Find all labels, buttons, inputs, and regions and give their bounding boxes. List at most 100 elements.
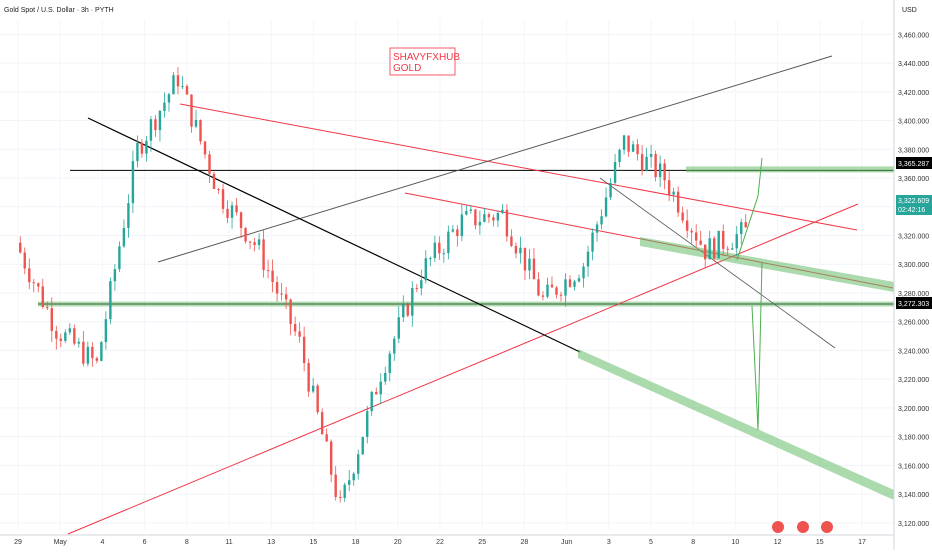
- candle-body: [713, 238, 716, 259]
- red-trendline-upper: [179, 103, 858, 231]
- y-tick-label: 3,400.000: [898, 119, 929, 126]
- candle-body: [275, 282, 279, 294]
- candle-body: [95, 358, 99, 361]
- candle-body: [343, 484, 346, 498]
- candle-body: [226, 208, 229, 218]
- candle-body: [280, 293, 283, 295]
- x-tick-label: 18: [352, 539, 360, 546]
- candle-body: [320, 412, 324, 435]
- candle-body: [384, 372, 387, 382]
- candle-body: [622, 135, 626, 150]
- price-label-current: [896, 195, 932, 215]
- candle-body: [248, 241, 252, 243]
- candle-body: [91, 346, 94, 359]
- candle-body: [586, 251, 590, 267]
- candle-body: [302, 336, 306, 364]
- y-tick-label: 3,420.000: [898, 90, 929, 97]
- candle-body: [329, 441, 333, 475]
- candle-body: [577, 278, 581, 282]
- candle-body: [172, 75, 175, 95]
- candle-body: [645, 156, 648, 171]
- candle-body: [591, 232, 594, 252]
- candle-body: [573, 281, 576, 287]
- price-label-current-sub: 02:42:16: [898, 207, 925, 214]
- demand-zone-upper: [640, 237, 894, 292]
- candle-body: [50, 308, 53, 331]
- candle-body: [631, 144, 635, 152]
- x-tick-label: 15: [816, 539, 824, 546]
- candle-body: [77, 341, 81, 344]
- candle-body: [731, 248, 734, 250]
- candle-body: [136, 142, 139, 162]
- candle-body: [109, 281, 112, 320]
- candle-body: [568, 279, 572, 287]
- channel-line-upper: [157, 55, 833, 263]
- event-flag-icon[interactable]: [772, 521, 784, 533]
- candle-body: [397, 317, 400, 339]
- candle-body: [532, 258, 536, 280]
- event-flag-icon[interactable]: [797, 521, 809, 533]
- candles: [19, 67, 747, 503]
- candle-body: [59, 338, 63, 341]
- x-tick-label: 10: [732, 539, 740, 546]
- candle-body: [424, 258, 428, 281]
- candle-body: [402, 304, 405, 318]
- candle-body: [595, 224, 599, 233]
- x-tick-label: 5: [649, 539, 653, 546]
- candle-body: [284, 294, 288, 300]
- candle-body: [73, 328, 76, 344]
- x-tick-label: 13: [267, 539, 275, 546]
- price-label-3272: [896, 297, 932, 309]
- price-label-current-text: 3,322.609: [898, 198, 929, 205]
- trendlines: [67, 55, 894, 535]
- candle-body: [559, 294, 563, 296]
- annotation-line-2: GOLD: [393, 63, 421, 74]
- candle-body: [86, 346, 90, 364]
- candle-body: [131, 161, 135, 204]
- projection-path-up: [736, 157, 763, 261]
- candle-body: [41, 286, 44, 307]
- event-flag-icon[interactable]: [821, 521, 833, 533]
- candle-body: [604, 197, 608, 217]
- candle-body: [257, 239, 261, 246]
- x-tick-label: 29: [14, 539, 22, 546]
- event-icons: [772, 521, 833, 533]
- supply-zone: [686, 166, 894, 173]
- annotation-box[interactable]: [389, 47, 456, 76]
- candle-body: [564, 279, 567, 296]
- x-tick-label: 8: [691, 539, 695, 546]
- y-tick-label: 3,220.000: [898, 377, 929, 384]
- candle-body: [352, 473, 355, 481]
- candle-body: [406, 304, 409, 316]
- support-zone: [38, 301, 894, 307]
- projection-path-down: [751, 261, 763, 431]
- dashed-trendline: [599, 177, 836, 349]
- candle-body: [316, 385, 319, 413]
- candle-body: [311, 385, 315, 392]
- candle-body: [555, 287, 558, 295]
- candle-body: [140, 142, 144, 154]
- candle-body: [501, 209, 504, 213]
- price-labels: 3,365.287 3,322.609 02:42:16 3,272.303: [896, 157, 932, 309]
- candle-body: [537, 279, 540, 296]
- x-tick-label: 11: [225, 539, 232, 546]
- horizontal-levels: [38, 166, 894, 307]
- candle-body: [19, 242, 22, 253]
- candle-body: [442, 253, 446, 255]
- price-label-3272-text: 3,272.303: [898, 301, 929, 308]
- price-label-3365-text: 3,365.287: [898, 161, 929, 168]
- candle-body: [582, 266, 585, 279]
- x-tick-label: 4: [100, 539, 104, 546]
- candle-body: [199, 119, 202, 142]
- y-tick-label: 3,120.000: [898, 521, 929, 528]
- candle-body: [217, 189, 220, 191]
- candle-body: [465, 210, 468, 215]
- candle-body: [703, 244, 707, 260]
- candle-body: [451, 229, 455, 232]
- x-tick-label: 17: [858, 539, 866, 546]
- candle-body: [694, 232, 698, 241]
- candle-body: [672, 191, 675, 195]
- candle-body: [690, 230, 693, 233]
- candle-body: [550, 284, 554, 288]
